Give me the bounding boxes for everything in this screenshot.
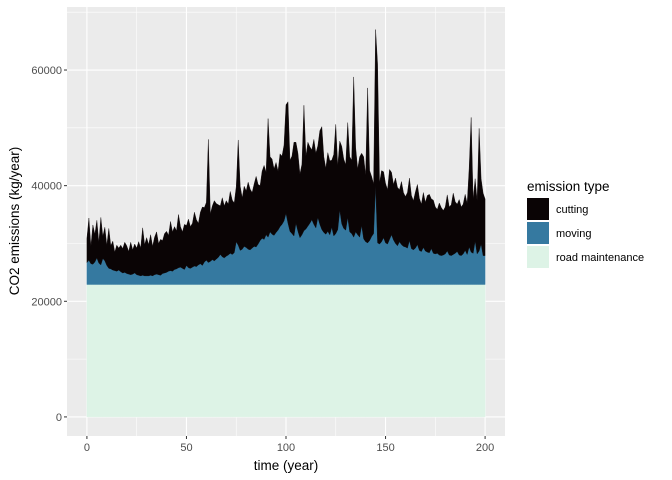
legend-label: moving <box>556 228 591 240</box>
y-axis: 0 20000 40000 60000 <box>31 65 67 424</box>
legend-label: road maintenance <box>556 252 644 264</box>
y-tick-label: 20000 <box>31 296 62 308</box>
area-layers <box>86 29 486 418</box>
y-tick-label: 40000 <box>31 181 62 193</box>
y-tick-label: 60000 <box>31 65 62 77</box>
x-tick-label: 0 <box>84 442 90 454</box>
x-tick-label: 100 <box>277 442 295 454</box>
y-axis-title: CO2 emissions (kg/year) <box>7 147 22 296</box>
x-axis: 0 50 100 150 200 <box>84 436 494 454</box>
legend-key-cutting <box>527 198 549 220</box>
x-tick-label: 200 <box>476 442 494 454</box>
x-axis-title: time (year) <box>254 458 319 473</box>
legend-title: emission type <box>527 179 610 194</box>
x-tick-label: 50 <box>180 442 192 454</box>
legend-key-road-maintenance <box>527 246 549 268</box>
legend-label: cutting <box>556 204 588 216</box>
legend-key-moving <box>527 222 549 244</box>
area-cutting <box>86 29 486 277</box>
legend: emission type cutting moving road maintena… <box>527 179 644 268</box>
area-road-maintenance <box>86 284 486 418</box>
y-tick-label: 0 <box>56 412 62 424</box>
x-tick-label: 150 <box>376 442 394 454</box>
